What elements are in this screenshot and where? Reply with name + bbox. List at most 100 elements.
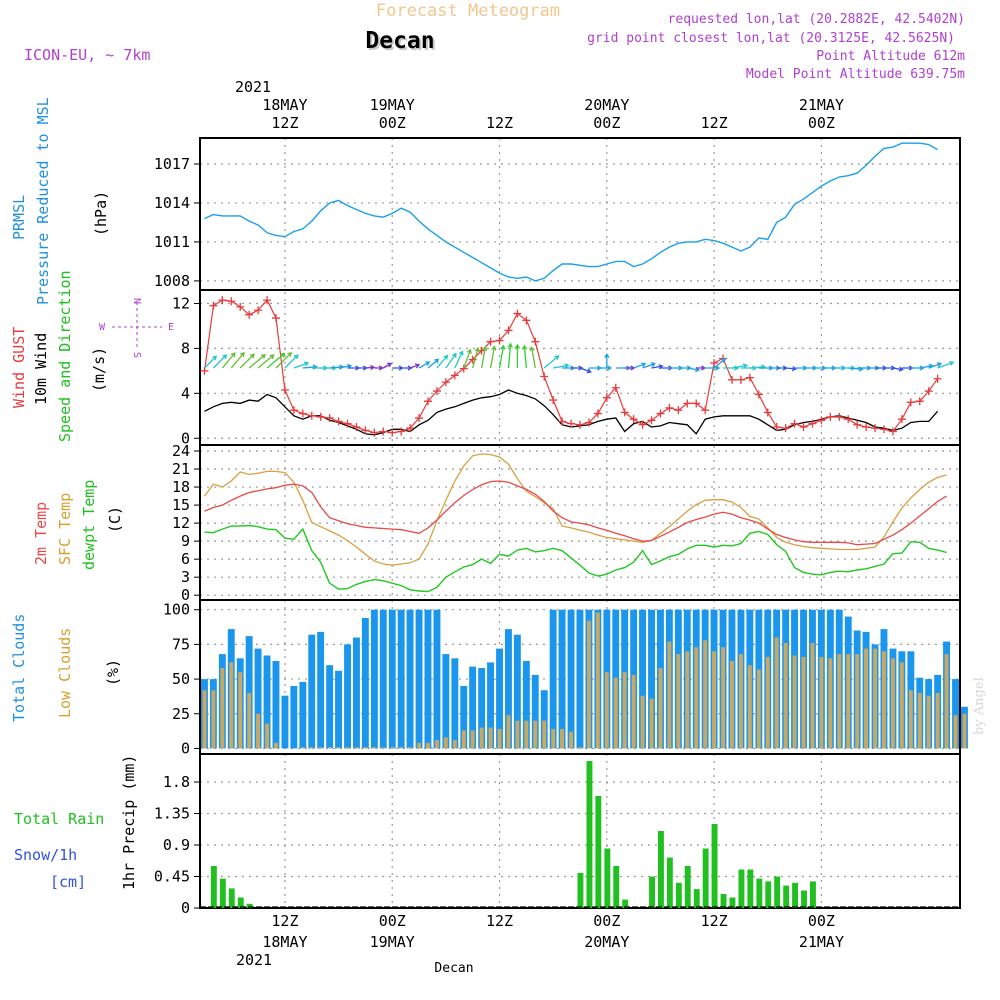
wind-direction-arrow (436, 354, 449, 369)
low-cloud-bar (524, 720, 529, 749)
compass-w: W (99, 322, 106, 333)
low-cloud-bar (542, 720, 547, 749)
low-cloud-bar (917, 693, 922, 749)
sfc-temp-line (203, 453, 947, 566)
series-layer (200, 142, 968, 908)
low-cloud-bar (739, 654, 743, 749)
low-cloud-bar (882, 651, 886, 749)
temp-ytick-label: 12 (172, 514, 190, 532)
low-cloud-bar (953, 715, 958, 749)
low-cloud-bar (345, 747, 350, 749)
point-altitude: Point Altitude 612m (816, 49, 965, 64)
wind-direction-arrow (427, 358, 440, 369)
gust-marker (531, 337, 540, 346)
low-cloud-bar (604, 672, 609, 749)
wind-direction-arrow (928, 362, 943, 369)
total-cloud-bar (317, 631, 325, 749)
low-cloud-bar (899, 662, 904, 749)
wind-ytick-label: 8 (181, 339, 190, 357)
gust-marker (316, 412, 325, 421)
gust-marker (888, 427, 897, 436)
wind-direction-arrow (633, 362, 647, 369)
total-cloud-bar (576, 609, 584, 749)
clouds-ytick-label: 75 (172, 635, 190, 653)
total-cloud-bar (263, 655, 271, 749)
top-date-label: 21MAY (799, 96, 844, 114)
footer-location: Decan (434, 961, 473, 976)
low-cloud-bar (372, 747, 377, 749)
pressure-ytick-label: 1011 (154, 233, 190, 251)
bottom-hour-label: 00Z (808, 912, 835, 930)
gust-marker (200, 366, 209, 375)
gust-marker (558, 417, 567, 426)
gust-marker (611, 383, 620, 392)
pressure-labels: PRMSL Pressure Reduced to MSL (hPa) (10, 97, 110, 305)
wind-direction-arrow (489, 345, 497, 369)
precip-bar (586, 761, 593, 908)
wind-direction-arrow (248, 353, 266, 369)
compass-n: N (131, 298, 142, 304)
precip-bar (604, 848, 611, 908)
wind-direction-arrow (651, 364, 664, 370)
precip-bar (765, 881, 772, 908)
low-cloud-bar (381, 747, 386, 749)
total-cloud-bar (952, 679, 959, 749)
total-cloud-bar (496, 648, 503, 749)
total-cloud-bar (308, 634, 316, 749)
low-cloud-bar (220, 668, 225, 749)
low-cloud-bar (810, 643, 815, 749)
watermark: by Angel (972, 677, 987, 735)
wind-direction-arrow (204, 355, 218, 369)
wind-direction-arrow (723, 365, 740, 371)
wind-direction-arrow (382, 362, 393, 369)
location-shadow: Decan (367, 30, 436, 56)
gust-marker (513, 309, 522, 318)
low-cloud-bar (667, 641, 672, 749)
wind-direction-arrow (937, 360, 955, 369)
precip-bar (810, 881, 816, 908)
low-cloud-bar (721, 647, 725, 749)
gust-marker (692, 399, 701, 408)
gust-marker (567, 419, 576, 428)
wind-speed-line (204, 389, 939, 436)
wind-direction-arrow (553, 363, 570, 369)
precip-bar (666, 857, 673, 908)
gust-marker (656, 409, 665, 418)
gust-marker (897, 415, 906, 424)
low-cloud-bar (229, 662, 234, 749)
precip-bar (693, 889, 700, 908)
precip-ytick-label: 0 (181, 899, 190, 917)
precip-bar (219, 878, 226, 908)
wind-direction-arrow (705, 365, 721, 371)
low-cloud-bar (399, 747, 404, 749)
gust-marker (227, 297, 236, 306)
temp-ytick-label: 9 (181, 532, 190, 550)
wind-direction-arrow (275, 352, 292, 369)
gust-marker (584, 418, 593, 427)
wind-direction-arrow (401, 365, 413, 371)
wind-direction-arrow (498, 344, 506, 369)
gust-marker (862, 423, 871, 432)
low-cloud-bar (613, 677, 618, 749)
pressure-ytick-label: 1008 (154, 272, 190, 290)
wind-direction-arrow (642, 362, 656, 369)
low-cloud-bar (595, 612, 600, 749)
wind-direction-arrow (284, 354, 299, 369)
gust-marker (272, 314, 280, 323)
gust-marker (298, 409, 307, 418)
precip-labels: Total Rain Snow/1h [cm] 1hr Precip (mm) (14, 755, 138, 891)
prmsl-label: PRMSL (10, 195, 28, 240)
precip-bar (210, 866, 217, 908)
clouds-ytick-label: 50 (172, 670, 190, 688)
total-cloud-bar (370, 609, 378, 749)
low-cloud-bar (837, 654, 842, 749)
low-cloud-bar (551, 729, 556, 749)
precip-bar (237, 897, 244, 908)
gust-marker (254, 306, 263, 315)
gust-marker (683, 399, 692, 408)
precip-bar (622, 899, 629, 908)
location-title: Decan (365, 28, 434, 54)
gust-marker (880, 425, 888, 434)
precip-bar (729, 897, 736, 908)
total-cloud-bar (424, 609, 432, 749)
